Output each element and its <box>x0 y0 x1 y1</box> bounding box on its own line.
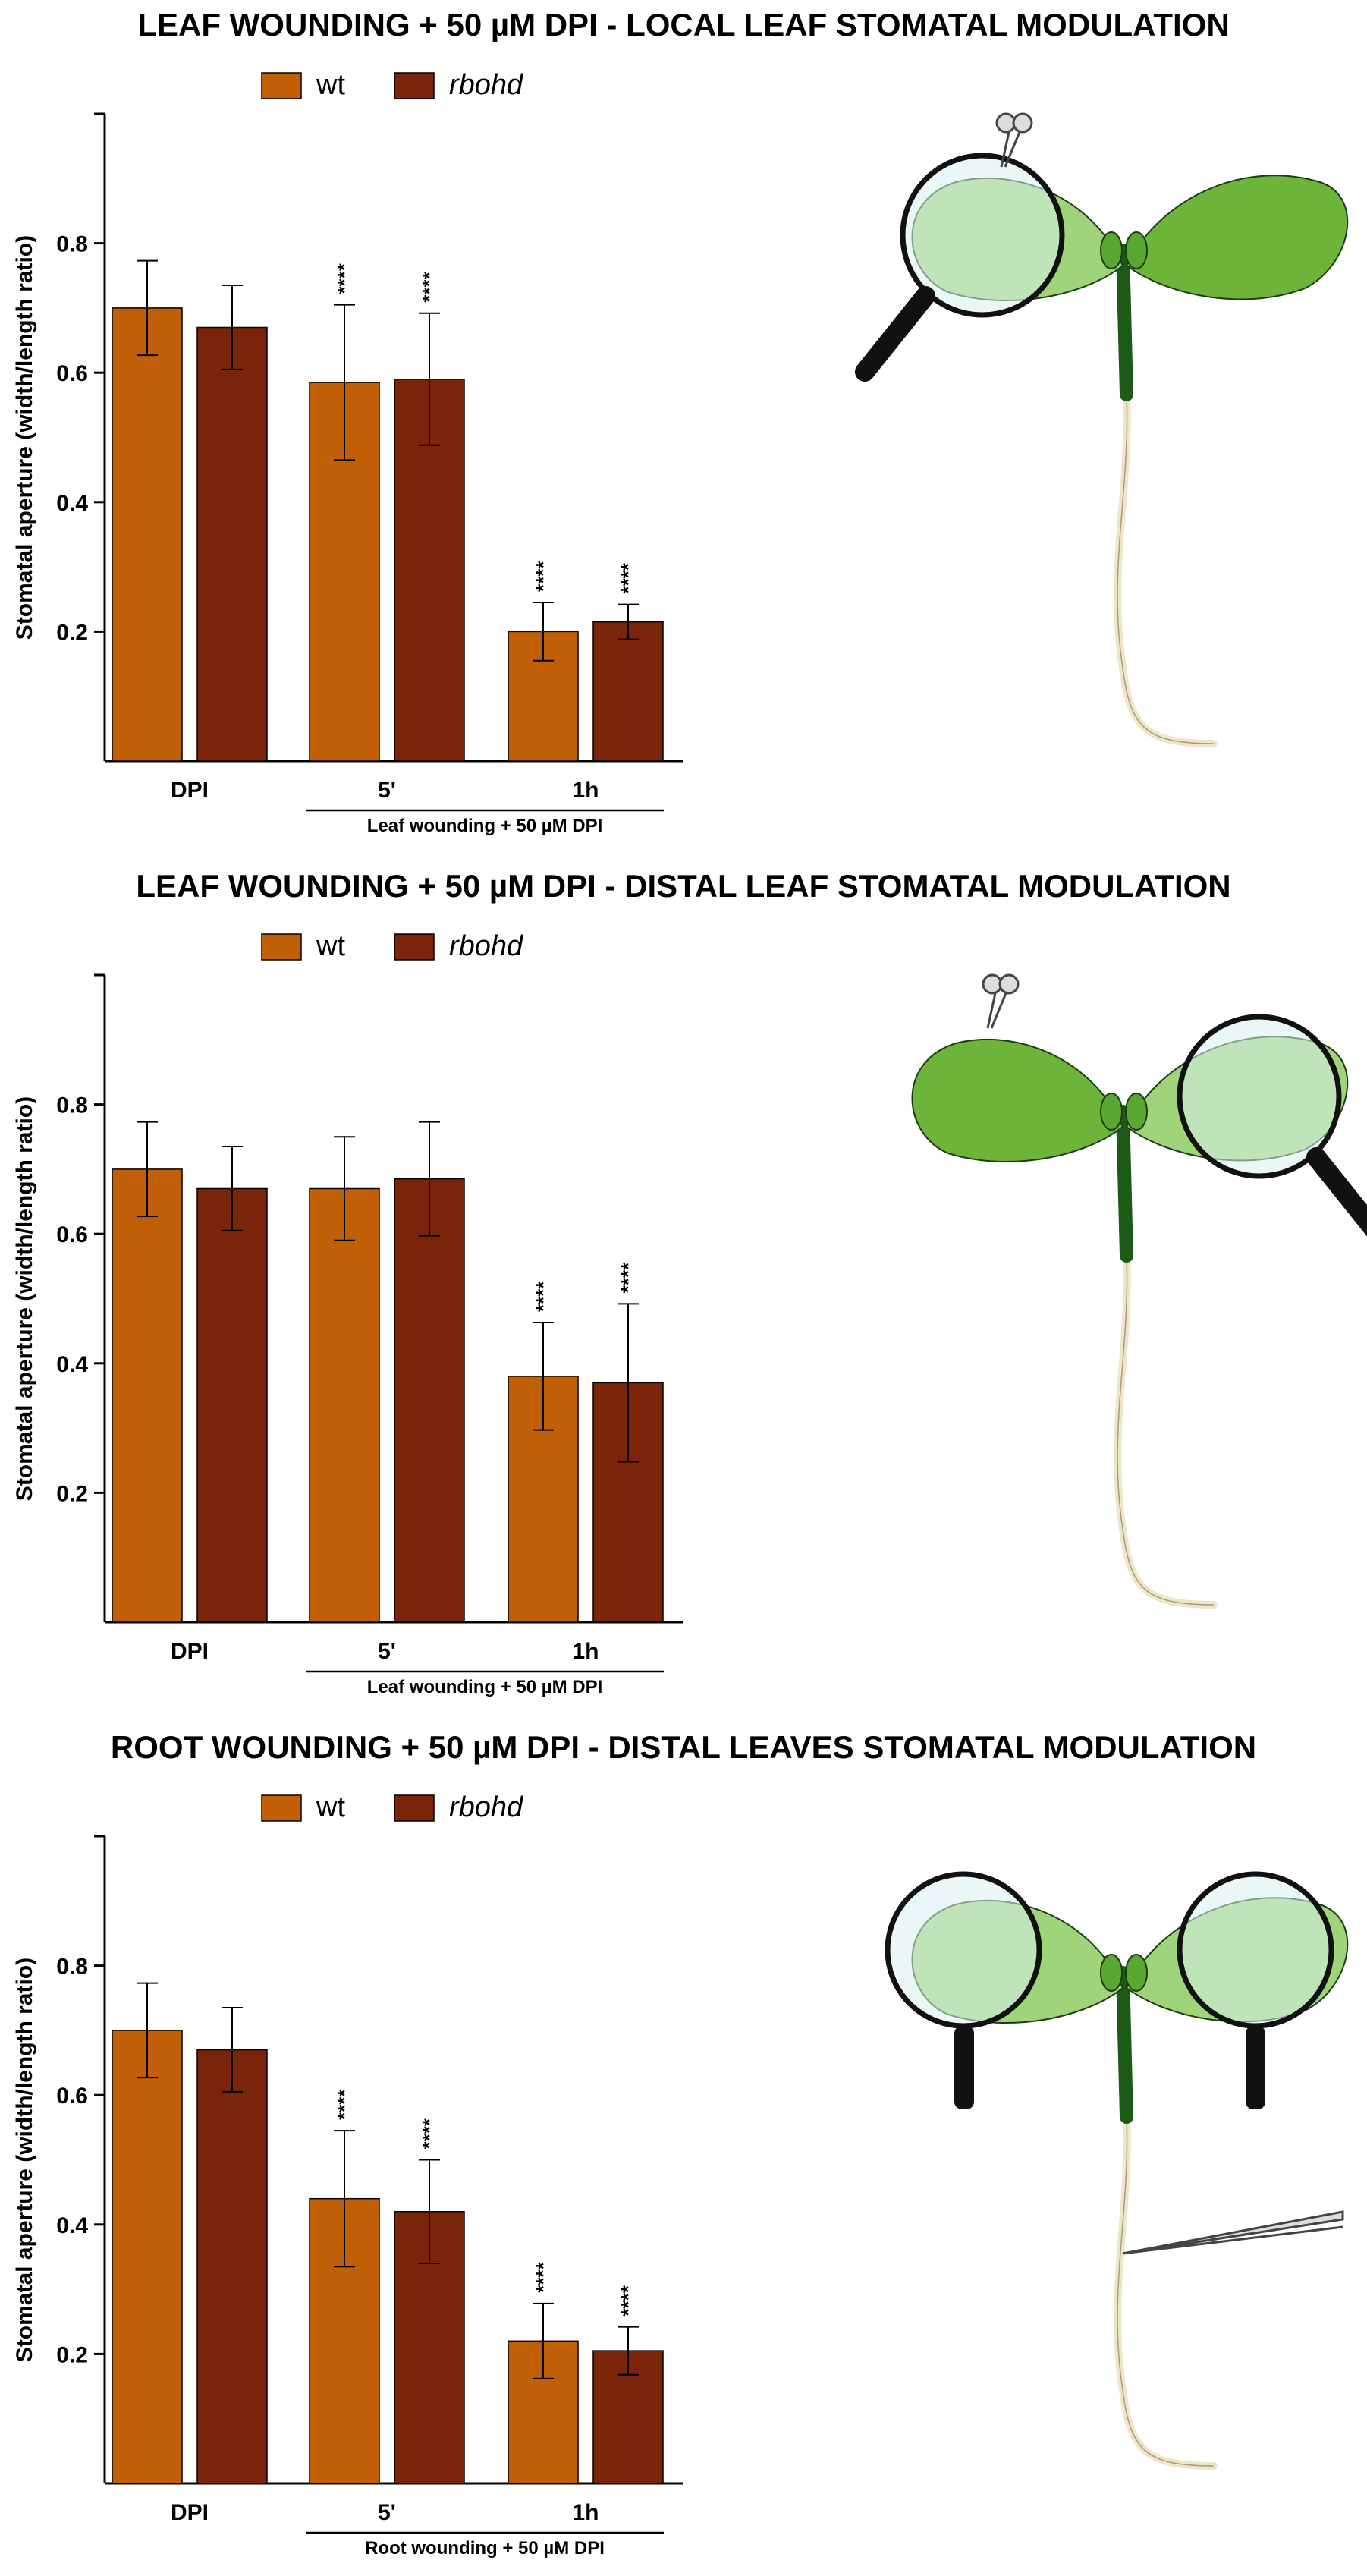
seedling-leaf-wound-local-illustration <box>855 112 1349 747</box>
legend-label: rbohd <box>449 1791 524 1823</box>
legend-swatch <box>261 1794 302 1822</box>
y-tick-label: 0.8 <box>56 232 88 257</box>
y-tick-label: 0.2 <box>56 1481 88 1506</box>
y-tick-label: 0.4 <box>56 2213 88 2238</box>
significance-label: **** <box>617 562 640 593</box>
significance-label: **** <box>532 2262 555 2293</box>
y-tick-label: 0.4 <box>56 491 88 516</box>
x-tick-label: DPI <box>171 778 209 803</box>
x-tick-label: 1h <box>572 1639 599 1664</box>
x-tick-label: 5' <box>378 1639 396 1664</box>
significance-label: **** <box>333 263 356 294</box>
bar <box>196 2049 268 2484</box>
bar <box>196 326 268 762</box>
y-tick-label: 0.6 <box>56 2084 88 2109</box>
legend-label: wt <box>316 1791 345 1823</box>
significance-label: **** <box>418 2118 441 2149</box>
significance-label: **** <box>333 2089 356 2120</box>
bar-chart: 0.2 0.4 0.6 0.8 Stomatal aperture (width/len… <box>12 69 683 836</box>
x-tick-label: 1h <box>572 778 599 803</box>
x-tick-label: 5' <box>378 778 396 803</box>
chart-title: LEAF WOUNDING + 50 µM DPI - LOCAL LEAF S… <box>137 7 1230 42</box>
legend-swatch <box>261 933 302 961</box>
legend-label: rbohd <box>449 69 524 101</box>
legend-swatch <box>394 1794 435 1822</box>
bar <box>112 1168 183 1623</box>
y-tick-label: 0.8 <box>56 1093 88 1118</box>
y-tick-label: 0.2 <box>56 2342 88 2367</box>
legend-swatch <box>261 72 302 99</box>
y-tick-label: 0.2 <box>56 620 88 645</box>
y-axis-label: Stomatal aperture (width/length ratio) <box>12 1096 37 1501</box>
legend-label: rbohd <box>449 930 524 962</box>
y-tick-label: 0.8 <box>56 1955 88 1980</box>
bar <box>112 2030 183 2484</box>
significance-label: **** <box>532 561 555 592</box>
chart-panel-root-wound: ROOT WOUNDING + 50 µM DPI - DISTAL LEAVE… <box>0 1722 1367 2576</box>
x-tick-label: DPI <box>171 2500 209 2525</box>
x-tick-label: 1h <box>572 2500 599 2525</box>
chart-title: LEAF WOUNDING + 50 µM DPI - DISTAL LEAF … <box>136 868 1231 904</box>
significance-label: **** <box>617 2285 640 2316</box>
seedling-leaf-wound-distal-illustration <box>911 973 1367 1609</box>
y-axis-label: Stomatal aperture (width/length ratio) <box>12 1958 37 2362</box>
x-tick-label: 5' <box>378 2500 396 2525</box>
bar <box>196 1187 268 1623</box>
significance-label: **** <box>418 271 441 302</box>
bar <box>112 307 183 762</box>
y-tick-label: 0.4 <box>56 1352 88 1377</box>
y-axis-label: Stomatal aperture (width/length ratio) <box>12 235 37 640</box>
significance-label: **** <box>532 1281 555 1312</box>
bar <box>592 621 664 762</box>
chart-panel-local-leaf: LEAF WOUNDING + 50 µM DPI - LOCAL LEAF S… <box>0 0 1367 854</box>
group-label: Root wounding + 50 µM DPI <box>365 2538 605 2559</box>
y-tick-label: 0.6 <box>56 1222 88 1247</box>
legend-swatch <box>394 72 435 99</box>
group-label: Leaf wounding + 50 µM DPI <box>367 1677 603 1697</box>
bar <box>394 1178 465 1623</box>
legend-swatch <box>394 933 435 961</box>
bar-chart: 0.2 0.4 0.6 0.8 Stomatal aperture (width/len… <box>12 1791 683 2559</box>
bar <box>309 1187 380 1623</box>
legend-label: wt <box>316 69 345 101</box>
significance-label: **** <box>617 1262 640 1293</box>
legend-label: wt <box>316 930 345 962</box>
chart-panel-distal-leaf: LEAF WOUNDING + 50 µM DPI - DISTAL LEAF … <box>0 861 1367 1715</box>
seedling-root-wound-illustration <box>885 1871 1349 2470</box>
y-tick-label: 0.6 <box>56 361 88 386</box>
chart-title: ROOT WOUNDING + 50 µM DPI - DISTAL LEAVE… <box>110 1729 1257 1765</box>
group-label: Leaf wounding + 50 µM DPI <box>367 816 603 836</box>
bar-chart: 0.2 0.4 0.6 0.8 Stomatal aperture (width/len… <box>12 930 683 1697</box>
x-tick-label: DPI <box>171 1639 209 1664</box>
